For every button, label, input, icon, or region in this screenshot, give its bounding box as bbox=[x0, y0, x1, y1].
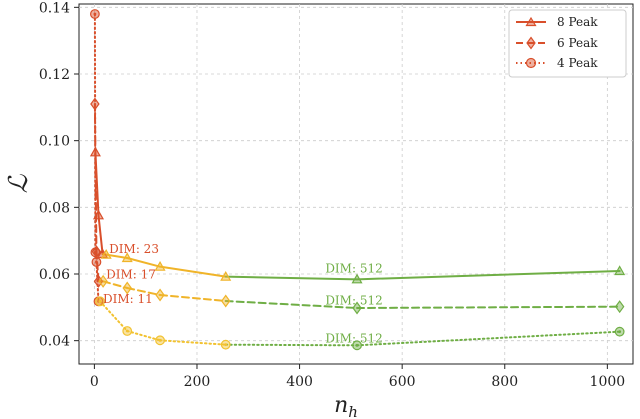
data-point-8-peak bbox=[121, 252, 133, 263]
data-point-6-peak bbox=[614, 300, 625, 314]
legend-label-6-peak: 6 Peak bbox=[557, 36, 598, 50]
x-tick-label: 1000 bbox=[590, 374, 626, 390]
series-segment-4-peak bbox=[356, 330, 621, 347]
y-tick-label: 0.14 bbox=[39, 0, 70, 16]
series-segment-8-peak bbox=[126, 257, 162, 268]
x-axis-label-main: n bbox=[334, 393, 348, 418]
data-point-4-peak-center bbox=[125, 329, 129, 333]
series-segment-8-peak bbox=[97, 214, 104, 255]
data-point-4-peak-center bbox=[93, 12, 97, 16]
data-point-8-peak bbox=[154, 260, 166, 271]
y-tick-label: 0.12 bbox=[39, 67, 70, 83]
data-point-4-peak-center bbox=[618, 330, 622, 334]
series-segment-6-peak bbox=[356, 305, 621, 309]
y-tick-label: 0.08 bbox=[39, 200, 70, 216]
y-tick-label: 0.10 bbox=[39, 134, 70, 150]
data-point-6-peak bbox=[122, 281, 132, 295]
series-segment-8-peak bbox=[159, 265, 227, 278]
series-segment-4-peak bbox=[95, 261, 100, 303]
dim-annotation: DIM: 512 bbox=[325, 261, 382, 275]
tick-labels: 0 200 400 600 800 1000 0.04 0.06 0.08 0.10 0.12 0.1… bbox=[39, 0, 625, 390]
y-axis-label: ℒ bbox=[4, 173, 34, 193]
x-tick-label: 0 bbox=[90, 374, 99, 390]
y-tick-label: 0.04 bbox=[39, 334, 70, 350]
x-tick-label: 400 bbox=[286, 374, 313, 390]
x-tick-label: 800 bbox=[491, 374, 518, 390]
series-segment-6-peak bbox=[126, 287, 162, 296]
series-segment-6-peak bbox=[224, 300, 359, 309]
data-point-4-peak-center bbox=[158, 338, 162, 342]
legend-label-4-peak: 4 Peak bbox=[557, 56, 598, 70]
dim-annotation: DIM: 17 bbox=[106, 268, 156, 282]
series-segment-6-peak bbox=[102, 280, 129, 289]
data-point-6-peak bbox=[352, 301, 362, 315]
legend-triangle-marker bbox=[525, 16, 537, 27]
series-layer bbox=[93, 13, 621, 347]
data-point-8-peak bbox=[614, 265, 626, 276]
dim-annotation: DIM: 512 bbox=[325, 293, 382, 307]
data-point-6-peak bbox=[90, 97, 100, 111]
x-tick-label: 200 bbox=[184, 374, 211, 390]
legend-label-8-peak: 8 Peak bbox=[557, 15, 598, 29]
data-point-6-peak bbox=[98, 274, 108, 288]
dim-annotation: DIM: 512 bbox=[325, 332, 382, 346]
data-point-4-peak-center bbox=[98, 299, 102, 303]
data-point-8-peak bbox=[92, 209, 105, 220]
series-segment-8-peak bbox=[356, 270, 621, 281]
data-point-4-peak-center bbox=[94, 250, 97, 254]
data-point-8-peak bbox=[100, 248, 112, 259]
y-tick-label: 0.06 bbox=[39, 267, 70, 283]
x-axis-label-subscript: h bbox=[348, 403, 358, 419]
plot-frame bbox=[78, 3, 634, 365]
data-point-8-peak bbox=[220, 270, 232, 281]
data-point-8-peak bbox=[351, 273, 363, 284]
annotations-layer: DIM: 23 DIM: 17 DIM: 11 DIM: 512 DIM: 512 DIM… bbox=[103, 242, 383, 346]
data-point-6-peak bbox=[220, 294, 231, 308]
legend-circle-marker bbox=[525, 57, 537, 69]
legend-diamond-marker bbox=[526, 36, 536, 50]
series-segment-4-peak bbox=[159, 339, 227, 346]
series-segment-4-peak bbox=[99, 300, 129, 332]
series-segment-4-peak bbox=[93, 13, 97, 254]
dim-annotation: DIM: 11 bbox=[103, 292, 153, 306]
dim-annotation: DIM: 23 bbox=[109, 242, 159, 256]
series-segment-4-peak bbox=[224, 343, 359, 347]
markers-layer bbox=[89, 9, 626, 351]
data-point-8-peak bbox=[89, 146, 101, 157]
data-point-4-peak-center bbox=[355, 343, 359, 347]
series-segment-6-peak bbox=[159, 294, 227, 302]
legend-box bbox=[508, 9, 627, 78]
data-point-4-peak-center bbox=[95, 260, 98, 264]
x-axis-label: nh bbox=[334, 393, 358, 419]
data-point-4-peak-center bbox=[224, 343, 228, 347]
data-point-6-peak bbox=[155, 288, 165, 302]
series-segment-4-peak bbox=[126, 330, 162, 342]
legend: 8 Peak 6 Peak 4 Peak bbox=[508, 9, 627, 78]
x-tick-label: 600 bbox=[389, 374, 416, 390]
series-segment-8-peak bbox=[224, 275, 359, 281]
